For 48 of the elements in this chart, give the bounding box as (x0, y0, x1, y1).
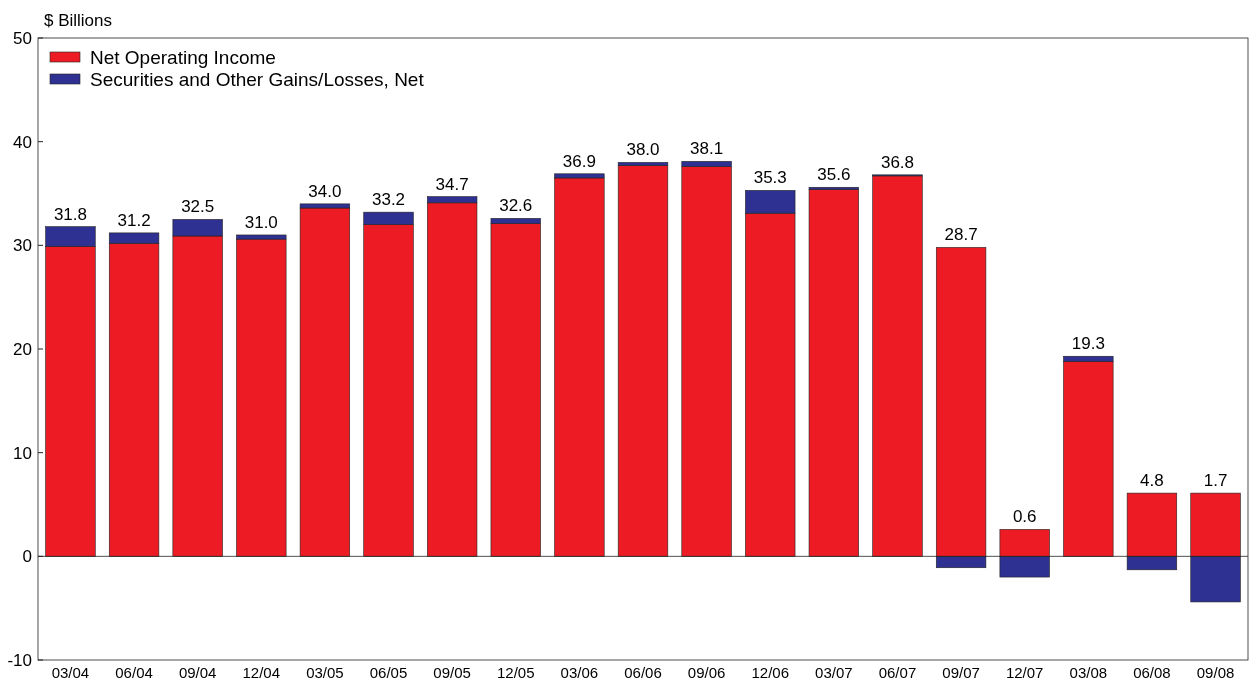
x-tick-label: 09/07 (942, 664, 980, 681)
x-tick-label: 03/07 (815, 664, 853, 681)
x-tick-label: 06/08 (1133, 664, 1171, 681)
x-tick-label: 12/04 (242, 664, 281, 681)
total-label: 32.6 (499, 196, 533, 216)
x-tick-label: 06/05 (369, 664, 408, 681)
y-axis-title: $ Billions (43, 11, 113, 30)
x-tick-label: 09/06 (687, 664, 726, 681)
total-label: 35.6 (817, 165, 851, 185)
x-tick-label: 06/07 (878, 664, 917, 681)
total-label: 19.3 (1071, 334, 1105, 354)
total-label: 4.8 (1140, 471, 1164, 491)
total-label: 35.3 (753, 168, 787, 188)
total-label: 1.7 (1203, 471, 1228, 491)
y-tick-label: 0 (22, 547, 32, 567)
total-label: 31.2 (117, 210, 151, 230)
y-tick-label: 10 (13, 443, 32, 463)
x-tick-label: 03/04 (51, 664, 90, 681)
total-label: 36.9 (562, 151, 596, 171)
legend-label: Securities and Other Gains/Losses, Net (90, 68, 425, 90)
total-label: 33.2 (371, 190, 406, 210)
x-tick-label: 12/07 (1005, 664, 1044, 681)
x-tick-label: 12/06 (751, 664, 790, 681)
legend-label: Net Operating Income (90, 46, 276, 68)
total-label: 31.8 (53, 204, 87, 224)
x-tick-label: 06/06 (624, 664, 662, 681)
total-label: 38.0 (626, 140, 660, 160)
x-tick-label: 03/05 (306, 664, 344, 681)
total-label: 0.6 (1012, 507, 1037, 527)
x-tick-label: 03/06 (560, 664, 599, 681)
y-tick-label: -10 (7, 650, 32, 670)
total-label: 31.0 (244, 212, 278, 232)
x-tick-label: 09/04 (178, 664, 217, 681)
y-tick-label: 40 (13, 132, 32, 152)
total-label: 34.7 (435, 174, 469, 194)
total-label: 28.7 (944, 225, 978, 245)
x-tick-label: 03/08 (1069, 664, 1108, 681)
total-label: 36.8 (880, 152, 915, 172)
x-tick-label: 09/05 (433, 664, 471, 681)
x-tick-label: 06/04 (115, 664, 153, 681)
total-label: 32.5 (181, 197, 215, 217)
y-tick-label: 20 (13, 339, 32, 359)
x-tick-label: 09/08 (1196, 664, 1235, 681)
x-tick-label: 12/05 (496, 664, 535, 681)
y-tick-label: 50 (13, 28, 32, 48)
y-tick-label: 30 (13, 236, 32, 256)
total-label: 38.1 (690, 139, 724, 159)
total-label: 34.0 (308, 181, 342, 201)
